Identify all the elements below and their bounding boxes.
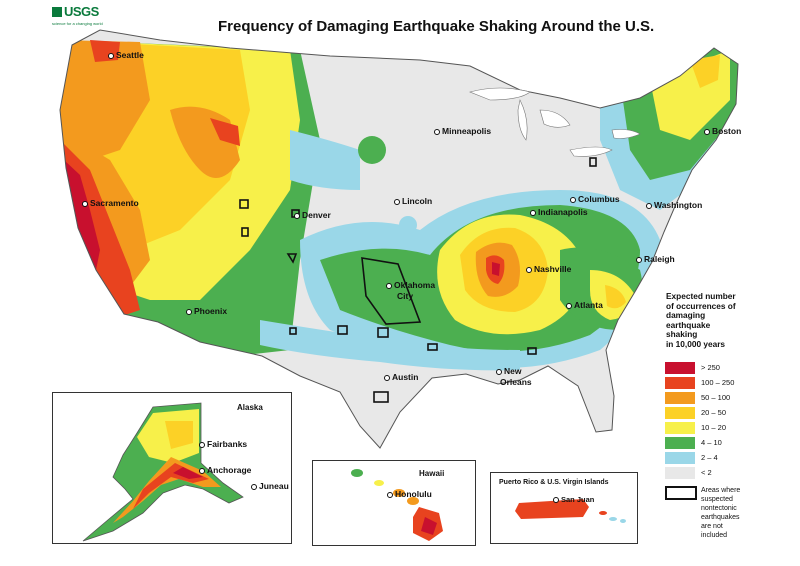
city-phoenix: Phoenix xyxy=(186,306,227,316)
city-indianapolis: Indianapolis xyxy=(530,207,588,217)
city-dot-icon xyxy=(553,497,559,504)
legend-title-line: earthquake xyxy=(666,319,711,330)
legend-swatch xyxy=(665,452,695,464)
legend-title-line: shaking xyxy=(666,329,698,339)
city-dot-icon xyxy=(199,467,205,474)
legend-nontectonic-label: Areas where suspected nontectonic earthq… xyxy=(701,487,741,539)
city-dot-icon xyxy=(646,202,652,209)
city-dot-icon xyxy=(186,308,192,315)
inset-puerto-rico: Puerto Rico & U.S. Virgin Islands San Ju… xyxy=(490,472,638,544)
nontectonic-areas xyxy=(239,157,597,403)
legend-title-line: in 10,000 years xyxy=(666,338,726,349)
city-atlanta: Atlanta xyxy=(566,300,603,310)
city-dot-icon xyxy=(566,302,572,309)
usgs-wordmark: USGS xyxy=(64,4,99,19)
city-washington: Washington xyxy=(646,200,702,210)
great-lakes xyxy=(469,87,641,157)
city-boston: Boston xyxy=(704,126,741,136)
legend-label: 10 – 20 xyxy=(701,423,727,432)
legend-label: < 2 xyxy=(701,468,712,477)
legend-swatch xyxy=(665,437,695,449)
usgs-logo-mark-icon xyxy=(52,7,62,17)
usgs-logo: USGS science for a changing world xyxy=(52,4,112,30)
city-dot-icon xyxy=(251,483,257,490)
hawaii-map xyxy=(351,469,443,541)
legend-title-line: Expected number xyxy=(666,291,736,301)
inset-puerto-rico-title: Puerto Rico & U.S. Virgin Islands xyxy=(499,479,609,486)
city-dot-icon xyxy=(199,441,205,448)
legend-title: Expected number of occurrences of damagi… xyxy=(666,291,786,349)
legend-swatch xyxy=(665,362,695,374)
inset-alaska: Alaska Fairbanks Anchorage Juneau xyxy=(52,392,292,544)
city-seattle: Seattle xyxy=(108,50,144,60)
city-dot-icon xyxy=(394,198,400,205)
nontectonic-outline-swatch xyxy=(665,486,697,500)
city-san-juan: San Juan xyxy=(553,495,594,504)
city-dot-icon xyxy=(530,209,536,216)
legend-swatch xyxy=(665,422,695,434)
city-juneau: Juneau xyxy=(251,481,289,491)
city-minneapolis: Minneapolis xyxy=(434,126,491,136)
legend-swatch xyxy=(665,392,695,404)
legend-label: 2 – 4 xyxy=(701,453,718,462)
city-dot-icon xyxy=(496,368,502,375)
city-austin: Austin xyxy=(384,372,418,382)
city-dot-icon xyxy=(384,374,390,381)
legend-title-line: of occurrences of xyxy=(666,300,736,311)
legend-entry: 100 – 250 xyxy=(665,377,795,389)
city-dot-icon xyxy=(570,196,576,203)
city-new-orleans-line1: New xyxy=(496,366,521,376)
city-dot-icon xyxy=(704,128,710,135)
inset-hawaii-title: Hawaii xyxy=(419,469,445,478)
usgs-tagline: science for a changing world xyxy=(52,21,103,26)
legend-label: 100 – 250 xyxy=(701,378,735,387)
city-oklahoma-city-line2: City xyxy=(397,291,414,301)
city-new-orleans-line2: Orleans xyxy=(500,377,532,387)
city-oklahoma: Oklahoma xyxy=(386,280,435,290)
legend-entry: < 2 xyxy=(665,467,795,479)
inset-alaska-title: Alaska xyxy=(237,403,263,412)
legend-entry: 2 – 4 xyxy=(665,452,795,464)
city-dot-icon xyxy=(387,491,393,498)
city-columbus: Columbus xyxy=(570,194,620,204)
legend-label: 20 – 50 xyxy=(701,408,727,417)
city-lincoln: Lincoln xyxy=(394,196,432,206)
city-anchorage: Anchorage xyxy=(199,465,251,475)
city-dot-icon xyxy=(108,52,114,59)
alaska-map xyxy=(82,402,244,542)
legend-entry: 10 – 20 xyxy=(665,422,795,434)
legend-label: 50 – 100 xyxy=(701,393,731,402)
city-dot-icon xyxy=(294,212,300,219)
city-dot-icon xyxy=(82,200,88,207)
legend-entry: 4 – 10 xyxy=(665,437,795,449)
legend-entry: > 250 xyxy=(665,362,795,374)
legend-entry: 50 – 100 xyxy=(665,392,795,404)
puerto-rico-map xyxy=(515,499,626,523)
legend-swatch xyxy=(665,377,695,389)
city-dot-icon xyxy=(386,282,392,289)
inset-hawaii: Hawaii Honolulu xyxy=(312,460,476,546)
city-denver: Denver xyxy=(294,210,331,220)
city-honolulu: Honolulu xyxy=(387,489,432,499)
city-fairbanks: Fairbanks xyxy=(199,439,247,449)
legend-entry: 20 – 50 xyxy=(665,407,795,419)
city-dot-icon xyxy=(636,256,642,263)
legend-swatch xyxy=(665,407,695,419)
map-title: Frequency of Damaging Earthquake Shaking… xyxy=(218,18,655,35)
city-dot-icon xyxy=(434,128,440,135)
legend-swatch xyxy=(665,467,695,479)
city-dot-icon xyxy=(526,266,532,273)
city-raleigh: Raleigh xyxy=(636,254,675,264)
legend-label: > 250 xyxy=(701,363,720,372)
city-nashville: Nashville xyxy=(526,264,571,274)
legend-label: 4 – 10 xyxy=(701,438,722,447)
conus-outline xyxy=(59,29,739,449)
city-sacramento: Sacramento xyxy=(82,198,139,208)
legend-title-line: damaging xyxy=(666,310,706,320)
